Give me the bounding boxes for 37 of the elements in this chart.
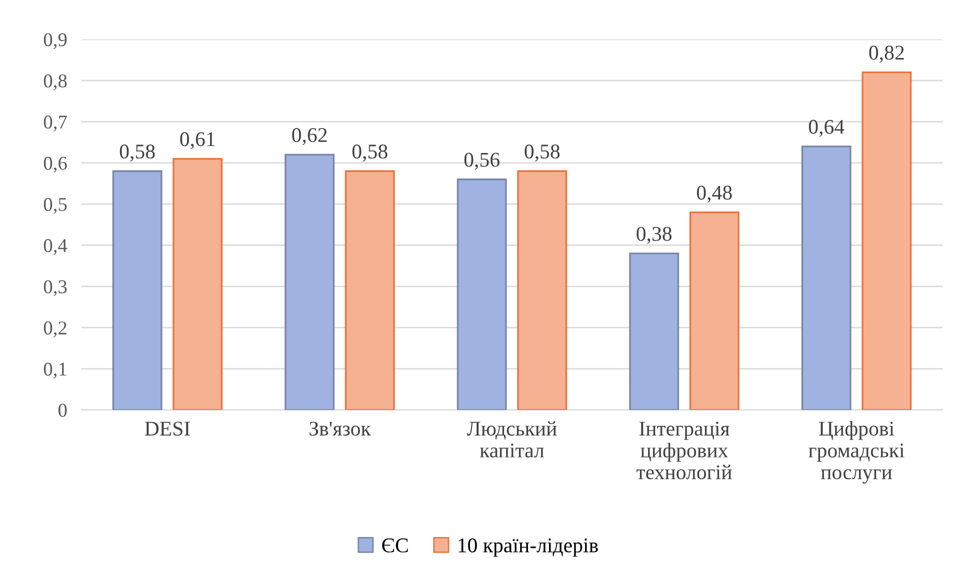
legend-label: ЄС — [382, 538, 408, 552]
data-label: 0,58 — [120, 144, 155, 162]
bar — [284, 154, 335, 410]
y-tick-label: 0,9 — [44, 33, 67, 50]
x-tick-label: DESI — [144, 422, 190, 436]
y-tick-label: 0,7 — [44, 116, 67, 132]
legend-label: 10 країн-лідерів — [458, 538, 598, 557]
bar — [112, 170, 162, 410]
x-tick-label: Людський капітал — [466, 421, 557, 458]
bar — [862, 71, 912, 410]
y-tick-label: 0,4 — [44, 239, 68, 255]
x-tick-label: Цифрові громадські послуги — [808, 421, 904, 484]
y-tick-label: 0,2 — [44, 321, 66, 338]
y-tick-label: 0,1 — [44, 362, 66, 378]
y-tick-label: 0,3 — [44, 280, 67, 296]
bar — [801, 146, 852, 410]
bar — [456, 178, 507, 410]
y-tick-label: 0,5 — [44, 198, 67, 214]
x-tick-label: Зв'язок — [310, 422, 371, 436]
data-label: 0,64 — [808, 120, 844, 137]
y-tick-label: 0,8 — [44, 74, 67, 90]
data-label: 0,82 — [869, 46, 904, 63]
data-label: 0,56 — [464, 152, 500, 170]
bar — [344, 170, 395, 410]
bar — [517, 170, 568, 410]
y-tick-label: 0,6 — [44, 156, 67, 173]
data-label: 0,58 — [524, 144, 560, 162]
data-label: 0,48 — [696, 186, 732, 203]
y-tick-label: 0 — [58, 404, 67, 417]
data-label: 0,58 — [352, 144, 388, 162]
data-label: 0,61 — [180, 132, 215, 150]
bar — [629, 252, 680, 410]
x-tick-label: Інтеграція цифрових технологій — [636, 422, 732, 480]
bar — [172, 158, 223, 410]
data-label: 0,62 — [292, 128, 327, 146]
bar — [689, 211, 740, 410]
data-label: 0,38 — [636, 226, 672, 244]
